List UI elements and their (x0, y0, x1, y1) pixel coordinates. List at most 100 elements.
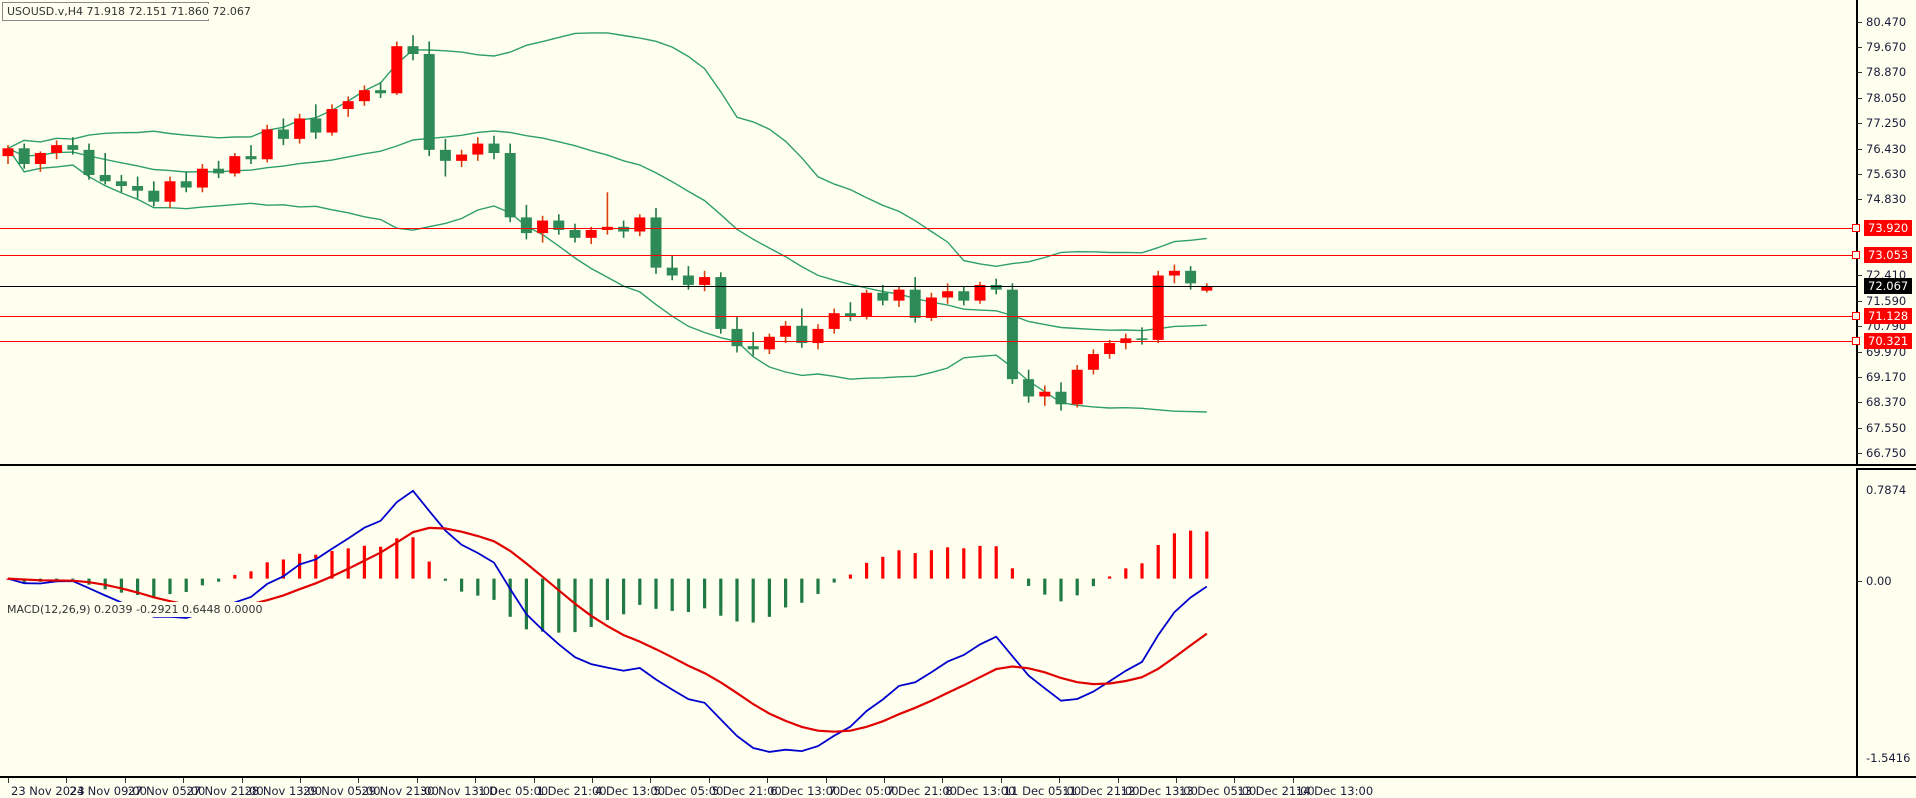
price-axis-tick (1857, 275, 1862, 277)
macd-histogram-bar (589, 578, 593, 627)
level-line-73.053[interactable] (0, 255, 1857, 256)
macd-histogram-bar (200, 578, 204, 586)
candle (925, 292, 937, 322)
macd-histogram-bar (800, 578, 804, 603)
time-axis-tick (241, 778, 243, 783)
bollinger-band-lower (7, 147, 1207, 413)
candle (148, 181, 160, 207)
candle (893, 286, 905, 307)
level-handle-73.920[interactable] (1852, 223, 1860, 232)
candle (294, 113, 306, 144)
time-axis-tick (358, 778, 360, 783)
price-axis-tick (1857, 174, 1862, 175)
price-axis-tick (1857, 453, 1862, 454)
level-badge-70.321[interactable]: 70.321 (1864, 332, 1913, 349)
macd-histogram-bar (1075, 578, 1079, 596)
time-axis-tick (300, 778, 301, 783)
time-axis-label: 29 Nov 05:00 (303, 784, 381, 798)
time-axis-tick (1234, 778, 1236, 783)
macd-histogram-bar (330, 551, 334, 579)
level-handle-73.053[interactable] (1852, 251, 1860, 259)
time-axis-tick (1292, 778, 1294, 783)
time-axis-line (0, 776, 1916, 778)
candle (828, 308, 840, 334)
macd-pane[interactable] (0, 468, 1857, 778)
time-axis-tick (650, 778, 652, 783)
time-axis-label: 1 Dec 05:00 (478, 784, 549, 798)
price-axis-label: 67.550 (1866, 420, 1907, 435)
macd-axis-label: 0.00 (1866, 573, 1892, 588)
macd-histogram-bar (946, 547, 950, 579)
macd-histogram-bar (1124, 568, 1128, 579)
time-axis-label: 27 Nov 21:00 (186, 784, 264, 798)
candle (358, 85, 370, 106)
macd-histogram-bar (119, 578, 123, 593)
candle (1185, 266, 1197, 290)
level-handle-71.128[interactable] (1852, 311, 1860, 320)
candle (83, 143, 95, 180)
macd-histogram-bar (249, 571, 253, 579)
candle (261, 124, 273, 163)
price-axis-label: 78.050 (1866, 91, 1907, 105)
macd-signal-line (7, 526, 1208, 733)
price-axis-tick (1857, 148, 1862, 150)
candle (1152, 270, 1164, 344)
time-axis-label: 24 Nov 09:00 (69, 784, 147, 798)
level-line-72.067[interactable] (0, 286, 1857, 287)
time-axis-label: 23 Nov 2023 (11, 784, 85, 798)
macd-histogram-bar (152, 578, 156, 599)
macd-histogram-bar (541, 578, 545, 632)
candle (115, 174, 127, 193)
price-axis-tick (1857, 326, 1862, 328)
level-badge-73.053[interactable]: 73.053 (1864, 247, 1913, 263)
candle (51, 140, 63, 160)
candle (1168, 264, 1180, 284)
price-chart-pane[interactable] (0, 0, 1857, 465)
macd-histogram-bar (217, 578, 221, 582)
macd-canvas (6, 489, 1209, 753)
candle (196, 163, 208, 193)
time-axis-label: 1 Dec 21:00 (536, 784, 607, 798)
candle (18, 143, 30, 169)
macd-histogram-bar (281, 559, 285, 579)
time-axis-tick (942, 778, 944, 783)
candle (180, 171, 192, 193)
candle (1055, 382, 1067, 411)
level-badge-72.067[interactable]: 72.067 (1864, 278, 1913, 294)
time-axis-label: 30 Nov 13:00 (419, 784, 498, 798)
candle (391, 41, 403, 95)
macd-histogram-bar (978, 545, 982, 579)
candle (456, 149, 468, 168)
level-line-73.920[interactable] (0, 227, 1857, 229)
macd-histogram-bar (686, 578, 690, 613)
level-handle-70.321[interactable] (1852, 336, 1860, 345)
price-axis-label: 69.170 (1866, 370, 1907, 384)
candle (423, 41, 435, 157)
time-axis-tick (475, 778, 477, 783)
time-axis-tick (1059, 778, 1061, 783)
macd-histogram-bar (784, 578, 788, 608)
time-axis-tick (825, 778, 827, 783)
pane-separator-top (0, 464, 1916, 466)
time-axis-label: 6 Dec 13:00 (770, 784, 841, 798)
time-axis-label: 11 Dec 21:00 (1062, 784, 1140, 798)
level-line-71.128[interactable] (0, 315, 1857, 317)
price-axis-tick (1857, 351, 1862, 353)
level-line-70.321[interactable] (0, 340, 1857, 342)
macd-histogram-bar (298, 553, 302, 579)
macd-histogram-bar (719, 578, 723, 616)
level-badge-71.128[interactable]: 71.128 (1864, 307, 1913, 324)
macd-histogram-bar (881, 556, 885, 579)
candle (132, 176, 144, 199)
macd-histogram-bar (314, 554, 318, 579)
level-badge-73.920[interactable]: 73.920 (1864, 219, 1913, 236)
candle (780, 321, 792, 344)
macd-histogram-bar (476, 578, 480, 596)
macd-histogram-bar (1189, 530, 1193, 579)
macd-histogram-bar (913, 553, 917, 579)
macd-histogram-bar (1108, 576, 1112, 579)
time-axis-tick (533, 778, 535, 783)
time-axis-label: 27 Nov 05:00 (127, 784, 206, 798)
candle (569, 223, 581, 243)
candle (731, 316, 743, 353)
